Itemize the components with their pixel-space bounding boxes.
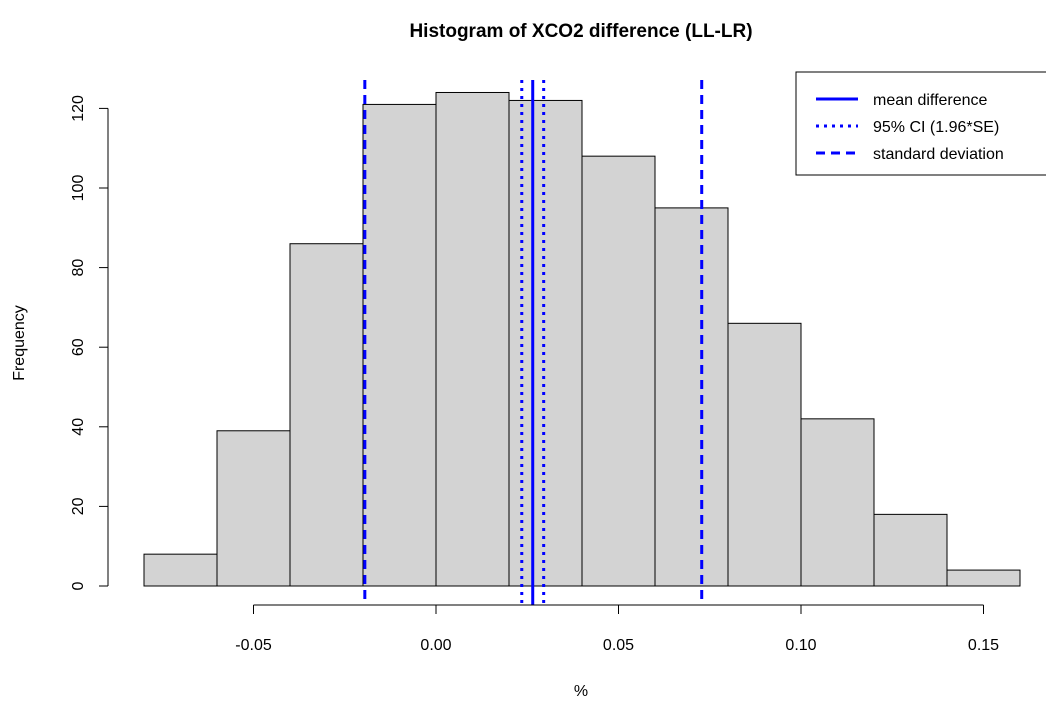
bars-group	[143, 91, 1021, 587]
y-tick-label: 0	[70, 581, 87, 590]
histogram-bar	[435, 91, 510, 587]
histogram-bar	[654, 207, 729, 587]
reference-lines-group	[363, 80, 704, 605]
x-tick-label: -0.05	[235, 637, 272, 654]
x-axis: -0.05 0.00 0.05 0.10 0.15	[235, 604, 999, 654]
legend-label: 95% CI (1.96*SE)	[873, 119, 999, 136]
y-tick-label: 40	[70, 418, 87, 436]
chart-title: Histogram of XCO2 difference (LL-LR)	[409, 21, 752, 42]
y-tick-label: 20	[70, 497, 87, 515]
histogram-bar	[800, 418, 875, 587]
x-tick-label: 0.15	[968, 637, 999, 654]
y-axis: 0 20 40 60 80 100 120	[70, 95, 109, 590]
histogram-bar	[727, 322, 802, 587]
histogram-bar	[873, 513, 948, 587]
histogram-bar	[581, 155, 656, 587]
legend-label: mean difference	[873, 92, 988, 109]
y-axis-label: Frequency	[11, 305, 28, 381]
histogram-bar	[143, 553, 218, 587]
histogram-bar	[508, 99, 583, 587]
x-tick-label: 0.00	[420, 637, 451, 654]
histogram-bar	[289, 243, 364, 587]
histogram-bar	[946, 569, 1021, 587]
legend-label: standard deviation	[873, 146, 1004, 163]
x-tick-label: 0.05	[603, 637, 634, 654]
y-tick-label: 60	[70, 338, 87, 356]
y-tick-label: 100	[70, 175, 87, 202]
legend-box	[795, 71, 1046, 176]
legend: mean difference 95% CI (1.96*SE) standard …	[795, 71, 1046, 176]
y-tick-label: 120	[70, 95, 87, 122]
histogram-bar	[216, 430, 291, 587]
x-axis-label: %	[574, 683, 588, 700]
y-tick-label: 80	[70, 259, 87, 277]
x-tick-label: 0.10	[785, 637, 816, 654]
histogram-bar	[362, 103, 437, 587]
